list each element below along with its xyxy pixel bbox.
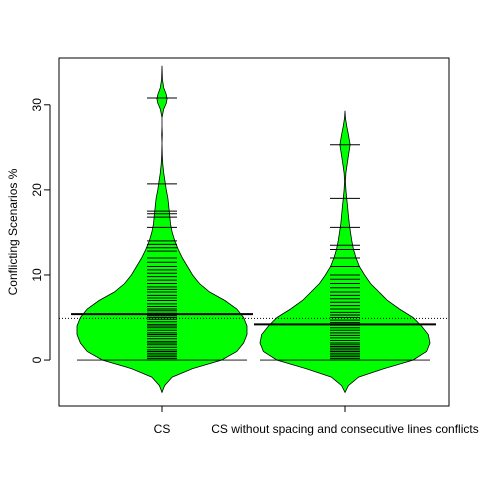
x-axis: CS CS without spacing and consecutive lin… <box>154 406 479 436</box>
bean-1 <box>71 65 253 394</box>
y-axis: 0 10 20 30 <box>30 98 51 363</box>
y-tick-label: 20 <box>30 183 44 197</box>
bean-2 <box>254 110 436 394</box>
beans-layer <box>71 65 436 394</box>
x-tick-label: CS <box>154 422 171 436</box>
bean-density-shape <box>76 65 248 394</box>
bean-density-shape <box>259 110 431 394</box>
plot-frame <box>58 57 450 407</box>
y-axis-label: Conflicting Scenarios % <box>6 168 20 295</box>
x-tick-label: CS without spacing and consecutive lines… <box>211 422 478 436</box>
y-tick-label: 0 <box>30 356 44 363</box>
y-tick-label: 30 <box>30 98 44 112</box>
y-tick-label: 10 <box>30 268 44 282</box>
